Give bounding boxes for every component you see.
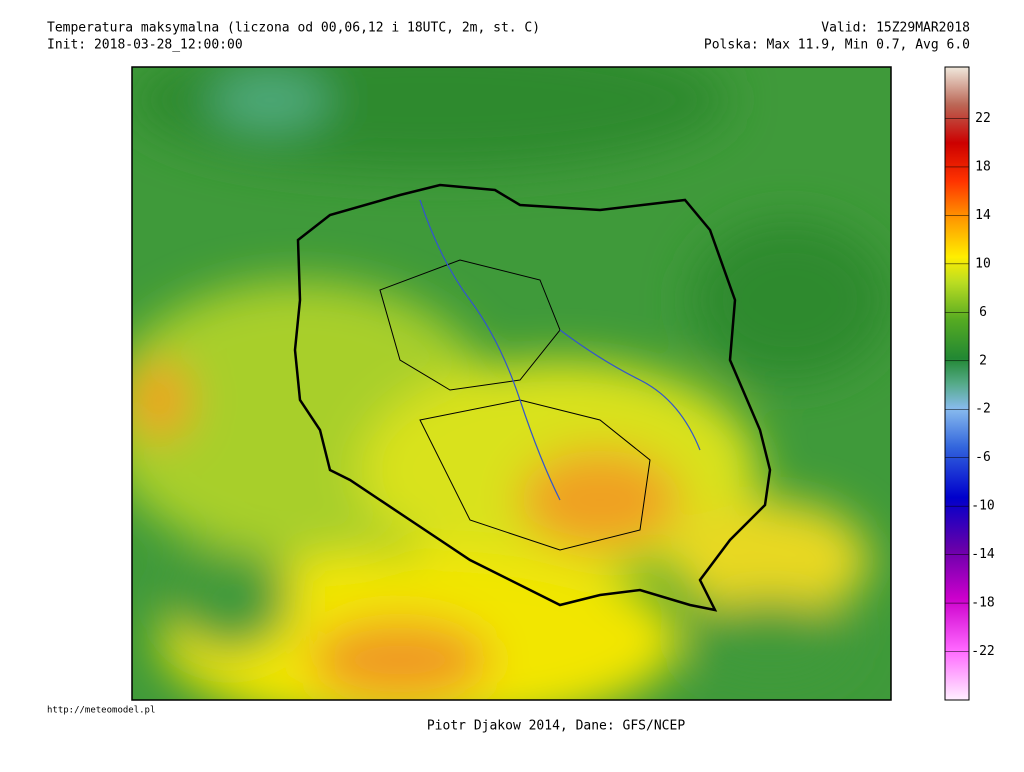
colorbar-label: 10 xyxy=(975,256,991,271)
colorbar-ticks: 22 18 14 10 6 2 -2 -6 -10 -14 -18 -22 xyxy=(945,111,995,659)
colorbar xyxy=(944,66,970,701)
colorbar-label: 6 xyxy=(979,305,987,320)
colorbar-label: -10 xyxy=(971,499,994,514)
colorbar-label: 18 xyxy=(975,159,991,174)
init-time: Init: 2018-03-28_12:00:00 xyxy=(47,38,243,53)
colorbar-label: 14 xyxy=(975,208,991,223)
colorbar-label: -2 xyxy=(975,402,991,417)
valid-time: Valid: 15Z29MAR2018 xyxy=(821,21,970,36)
map xyxy=(132,67,891,700)
colorbar-label: -6 xyxy=(975,450,991,465)
map-frame xyxy=(131,66,892,701)
url: http://meteomodel.pl xyxy=(47,706,155,716)
colorbar-label: 22 xyxy=(975,111,991,126)
stats: Polska: Max 11.9, Min 0.7, Avg 6.0 xyxy=(704,38,970,53)
colorbar-label: -14 xyxy=(971,547,995,562)
colorbar-label: 2 xyxy=(979,353,987,368)
credit: Piotr Djakow 2014, Dane: GFS/NCEP xyxy=(427,719,685,734)
colorbar-label: -18 xyxy=(971,596,994,611)
title: Temperatura maksymalna (liczona od 00,06… xyxy=(47,21,540,36)
colorbar-label: -22 xyxy=(971,644,994,659)
